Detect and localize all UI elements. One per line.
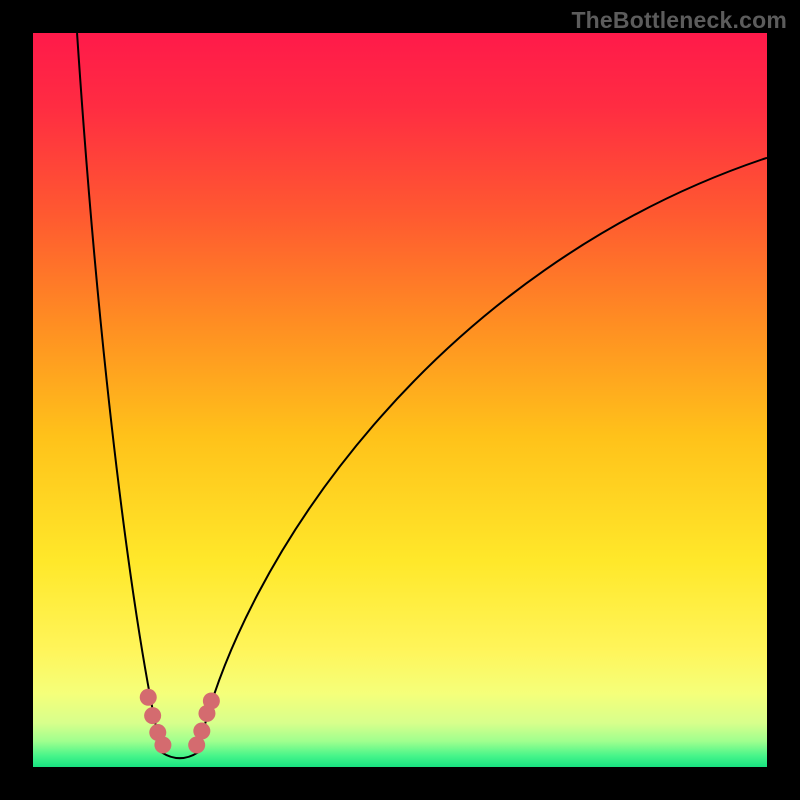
- watermark-text: TheBottleneck.com: [571, 7, 787, 34]
- marker-dot: [203, 692, 220, 709]
- marker-dot: [154, 736, 171, 753]
- marker-dot: [140, 689, 157, 706]
- plot-area: [33, 33, 767, 767]
- chart-svg: [33, 33, 767, 767]
- marker-dot: [144, 707, 161, 724]
- marker-dot: [193, 723, 210, 740]
